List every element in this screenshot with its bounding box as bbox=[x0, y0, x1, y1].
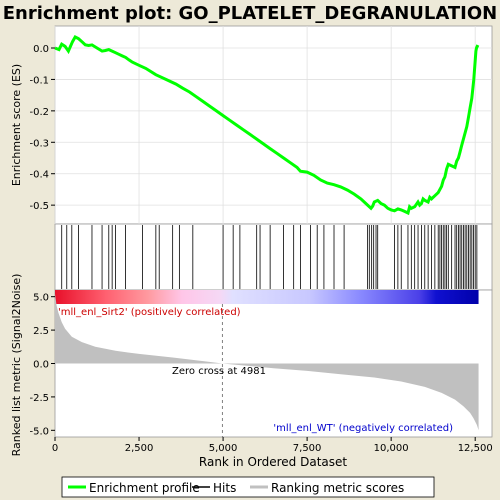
x-tick-label: 12,500 bbox=[458, 443, 493, 454]
x-tick-label: 5,000 bbox=[209, 443, 238, 454]
legend-label-enrichment-profile: Enrichment profile bbox=[89, 481, 200, 495]
es-tick-label: 0.0 bbox=[33, 44, 49, 55]
zero-cross-label: Zero cross at 4981 bbox=[172, 366, 266, 377]
metric-tick-label: -5.0 bbox=[29, 426, 49, 437]
x-tick-label: 0 bbox=[52, 443, 58, 454]
metric-tick-label: 5.0 bbox=[33, 293, 49, 304]
legend-label-ranking-metric: Ranking metric scores bbox=[271, 481, 404, 495]
metric-tick-label: -2.5 bbox=[29, 393, 49, 404]
rank-color-bar bbox=[55, 290, 479, 304]
es-tick-label: -0.2 bbox=[29, 107, 49, 118]
es-tick-label: -0.5 bbox=[29, 201, 49, 212]
hits-panel bbox=[54, 223, 493, 291]
x-tick-label: 2,500 bbox=[125, 443, 154, 454]
legend: Enrichment profile Hits Ranking metric s… bbox=[61, 476, 435, 498]
legend-box bbox=[61, 476, 435, 498]
es-tick-label: -0.4 bbox=[29, 170, 49, 181]
positive-correlation-label: 'mll_enl_Sirt2' (positively correlated) bbox=[58, 307, 241, 318]
negative-correlation-label: 'mll_enl_WT' (negatively correlated) bbox=[273, 423, 453, 434]
x-tick-label: 10,000 bbox=[374, 443, 409, 454]
es-axis-label: Enrichment score (ES) bbox=[10, 64, 23, 186]
metric-tick-label: 0.0 bbox=[33, 360, 49, 371]
enrichment-profile-line bbox=[54, 35, 480, 216]
x-axis-label: Rank in Ordered Dataset bbox=[199, 455, 347, 469]
ranking-metric-area bbox=[55, 294, 479, 431]
metric-tick-label: 2.5 bbox=[33, 326, 49, 337]
chart-title: Enrichment plot: GO_PLATELET_DEGRANULATI… bbox=[3, 3, 498, 24]
x-tick-label: 7,500 bbox=[293, 443, 322, 454]
es-tick-label: -0.1 bbox=[29, 75, 49, 86]
es-tick-label: -0.3 bbox=[29, 138, 49, 149]
legend-label-hits: Hits bbox=[213, 481, 236, 495]
metric-axis-label: Ranked list metric (Signal2Noise) bbox=[10, 274, 23, 457]
